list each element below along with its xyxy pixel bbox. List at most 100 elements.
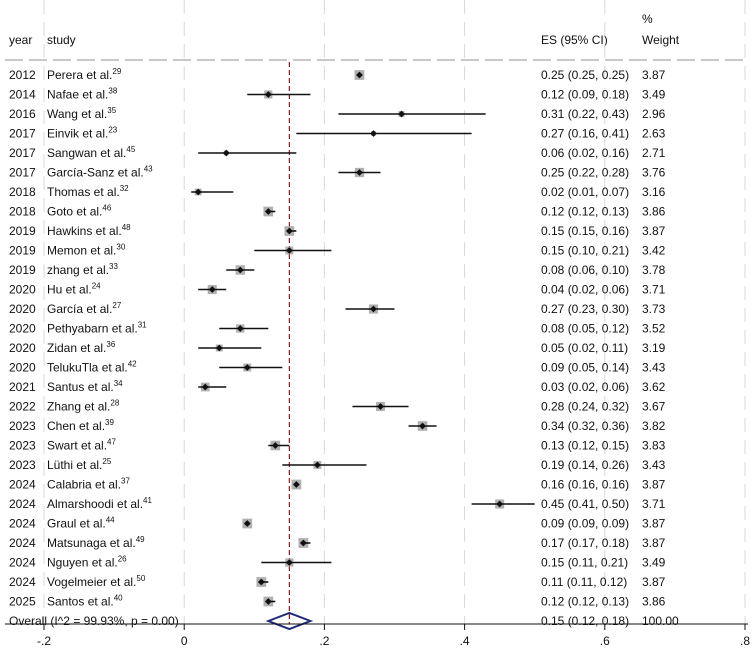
study-name: Santos et al.40 (47, 594, 123, 609)
overall-es-ci: 0.15 (0.12, 0.18) (541, 614, 629, 628)
study-ref: 41 (143, 496, 152, 505)
study-es-ci: 0.08 (0.06, 0.10) (541, 263, 629, 277)
study-row: 2020 Zidan et al.36 0.05 (0.02, 0.11) 3.19 (9, 340, 666, 355)
study-rows: 2012 Perera et al.29 0.25 (0.25, 0.25) 3.87… (9, 67, 666, 609)
study-es-ci: 0.03 (0.02, 0.06) (541, 380, 629, 394)
study-row: 2020 TelukuTla et al.42 0.09 (0.05, 0.14) 3… (9, 360, 666, 375)
point-estimate (264, 598, 272, 605)
study-name: TelukuTla et al.42 (47, 360, 137, 375)
point-estimate (243, 520, 251, 527)
point-estimate (194, 188, 202, 196)
study-name: Santus et al.34 (47, 379, 123, 394)
study-year: 2024 (9, 536, 36, 550)
study-row: 2020 García et al.27 0.27 (0.23, 0.30) 3.73 (9, 301, 666, 316)
study-name: Perera et al.29 (47, 67, 122, 82)
study-ref: 31 (138, 321, 147, 330)
study-year: 2020 (9, 341, 36, 355)
study-ref: 26 (118, 555, 127, 564)
study-weight: 2.63 (642, 127, 666, 141)
study-name: Matsunaga et al.49 (47, 535, 145, 550)
study-weight: 3.62 (642, 380, 666, 394)
x-tick-label: .6 (600, 634, 610, 648)
study-es-ci: 0.13 (0.12, 0.15) (541, 439, 629, 453)
point-estimate (356, 71, 363, 79)
study-row: 2017 Sangwan et al.45 0.06 (0.02, 0.16) 2.7… (9, 145, 666, 160)
study-row: 2025 Santos et al.40 0.12 (0.12, 0.13) 3.86 (9, 594, 666, 609)
point-estimate (313, 461, 321, 469)
study-ref: 44 (106, 516, 115, 525)
study-es-ci: 0.02 (0.01, 0.07) (541, 185, 629, 199)
study-ref: 30 (116, 243, 125, 252)
study-weight: 3.71 (642, 283, 666, 297)
point-estimate (370, 305, 377, 313)
study-year: 2019 (9, 263, 36, 277)
point-estimate (201, 383, 209, 391)
study-year: 2017 (9, 166, 36, 180)
study-es-ci: 0.11 (0.11, 0.12) (541, 575, 627, 589)
point-estimate (419, 422, 426, 430)
study-name: Hu et al.24 (47, 282, 101, 297)
study-weight: 3.52 (642, 322, 666, 336)
study-row: 2020 Hu et al.24 0.04 (0.02, 0.06) 3.71 (9, 282, 666, 297)
study-year: 2020 (9, 322, 36, 336)
study-row: 2018 Thomas et al.32 0.02 (0.01, 0.07) 3.16 (9, 184, 666, 199)
study-ref: 46 (102, 204, 111, 213)
point-estimate (292, 481, 300, 488)
study-name: Swart et al.47 (47, 438, 116, 453)
study-es-ci: 0.19 (0.14, 0.26) (541, 458, 629, 472)
point-estimate (236, 266, 244, 274)
study-es-ci: 0.31 (0.22, 0.43) (541, 107, 629, 121)
point-estimate (236, 325, 244, 332)
study-es-ci: 0.27 (0.23, 0.30) (541, 302, 629, 316)
study-weight: 3.86 (642, 205, 666, 219)
study-name: Goto et al.46 (47, 204, 112, 219)
study-weight: 3.87 (642, 536, 666, 550)
study-row: 2018 Goto et al.46 0.12 (0.12, 0.13) 3.86 (9, 204, 666, 219)
study-name: Einvik et al.23 (47, 126, 118, 141)
study-row: 2012 Perera et al.29 0.25 (0.25, 0.25) 3.87 (9, 67, 666, 82)
study-ref: 29 (112, 67, 121, 76)
point-estimate (398, 110, 405, 118)
study-weight: 3.78 (642, 263, 666, 277)
study-weight: 3.76 (642, 166, 666, 180)
study-es-ci: 0.15 (0.10, 0.21) (541, 244, 629, 258)
study-weight: 3.87 (642, 517, 666, 531)
study-year: 2024 (9, 517, 36, 531)
study-es-ci: 0.16 (0.16, 0.16) (541, 478, 629, 492)
overall-label: Overall (I^2 = 99.93%, p = 0.00) (9, 614, 179, 628)
study-ref: 48 (122, 223, 131, 232)
header-es: ES (95% CI) (541, 33, 608, 47)
study-name: Wang et al.35 (47, 106, 117, 121)
point-estimate (264, 208, 272, 215)
study-weight: 3.86 (642, 595, 666, 609)
study-row: 2023 Swart et al.47 0.13 (0.12, 0.15) 3.83 (9, 438, 666, 453)
study-year: 2014 (9, 88, 36, 102)
study-ref: 34 (114, 379, 123, 388)
study-weight: 3.87 (642, 478, 666, 492)
study-row: 2017 García-Sanz et al.43 0.25 (0.22, 0.28… (9, 165, 666, 180)
study-ref: 45 (126, 145, 135, 154)
study-es-ci: 0.06 (0.02, 0.16) (541, 146, 629, 160)
study-name: Sangwan et al.45 (47, 145, 136, 160)
study-es-ci: 0.45 (0.41, 0.50) (541, 497, 629, 511)
study-es-ci: 0.28 (0.24, 0.32) (541, 400, 629, 414)
point-estimate (496, 500, 504, 508)
study-ref: 35 (107, 106, 116, 115)
study-name: Graul et al.44 (47, 516, 115, 531)
study-ref: 42 (128, 360, 137, 369)
study-es-ci: 0.34 (0.32, 0.36) (541, 419, 629, 433)
point-estimate (215, 344, 223, 352)
study-year: 2017 (9, 146, 36, 160)
study-weight: 3.87 (642, 68, 666, 82)
study-weight: 3.87 (642, 575, 666, 589)
study-es-ci: 0.25 (0.22, 0.28) (541, 166, 629, 180)
study-name: Chen et al.39 (47, 418, 114, 433)
header-study: study (47, 33, 76, 47)
study-row: 2024 Graul et al.44 0.09 (0.09, 0.09) 3.87 (9, 516, 666, 531)
overall-row: Overall (I^2 = 99.93%, p = 0.00) 0.15 (0.… (9, 611, 679, 631)
study-weight: 3.49 (642, 556, 666, 570)
study-es-ci: 0.12 (0.12, 0.13) (541, 595, 629, 609)
study-ref: 43 (144, 165, 153, 174)
point-estimate (264, 91, 272, 98)
